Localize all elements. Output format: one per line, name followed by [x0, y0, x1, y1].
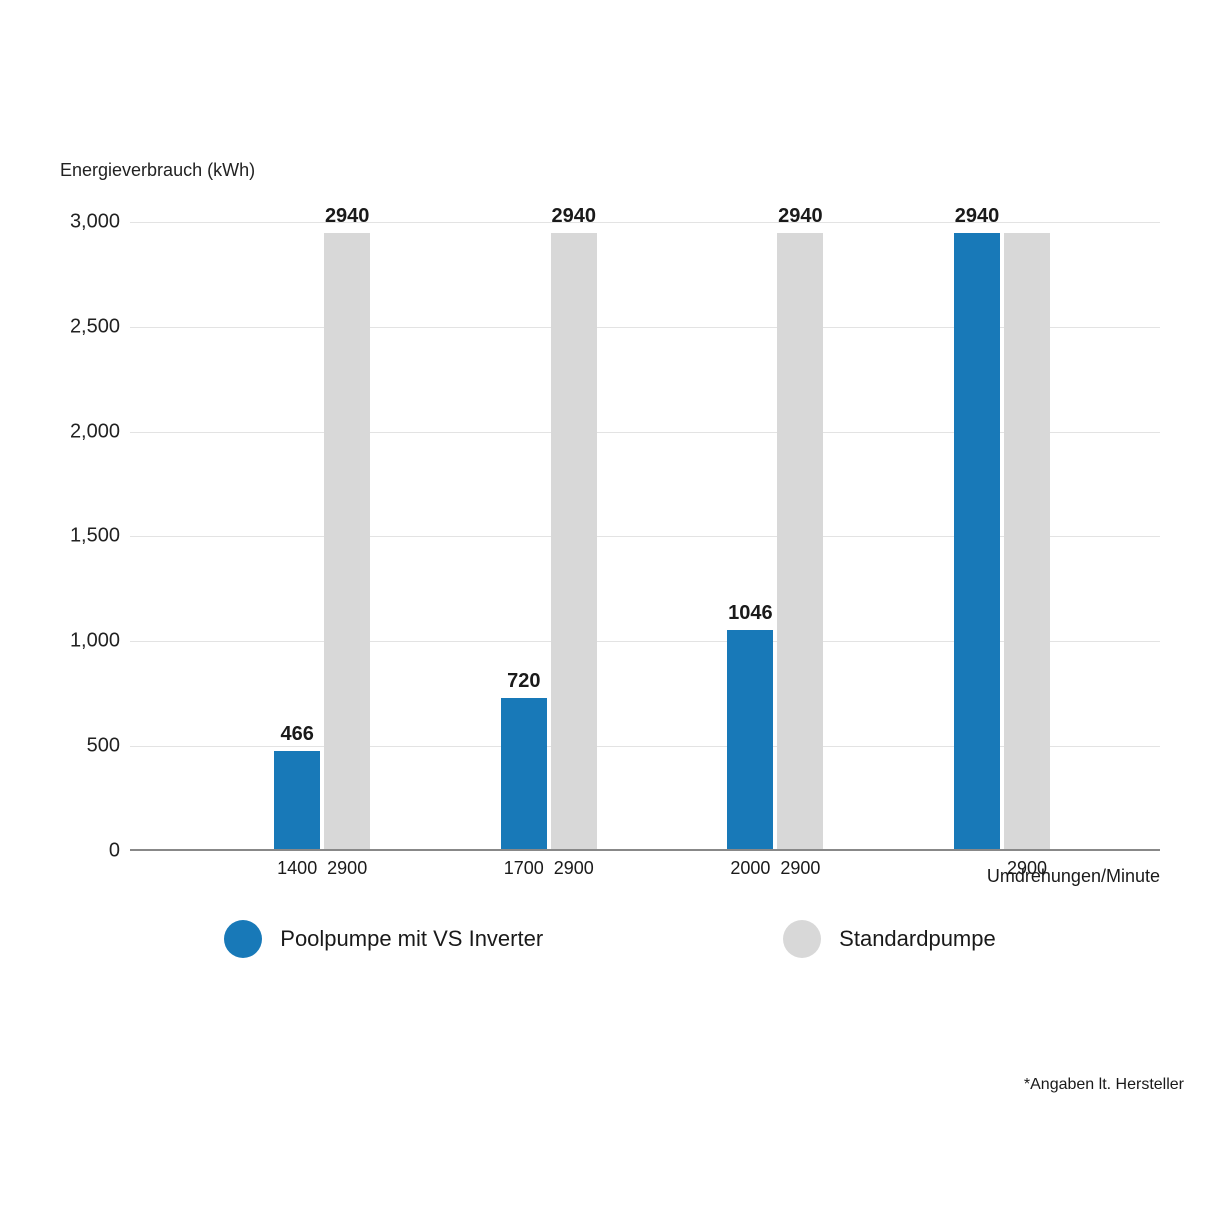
- inverter-bar: 2940: [954, 233, 1000, 849]
- bar-group: 720170029402900: [501, 233, 597, 849]
- bar-group: 29402900: [954, 233, 1050, 849]
- bar-x-label: 2900: [1007, 858, 1047, 879]
- y-tick-label: 500: [60, 735, 120, 758]
- y-tick-label: 0: [60, 840, 120, 863]
- y-tick-label: 1,500: [60, 525, 120, 548]
- inverter-bar: 4661400: [274, 751, 320, 849]
- bar-value-label: 2940: [955, 205, 1000, 228]
- bar-x-label: 1400: [277, 858, 317, 879]
- bar-group: 466140029402900: [274, 233, 370, 849]
- legend: Poolpumpe mit VS Inverter Standardpumpe: [60, 920, 1160, 958]
- bar-x-label: 1700: [504, 858, 544, 879]
- bar-value-label: 2940: [325, 205, 370, 228]
- legend-item: Standardpumpe: [783, 920, 996, 958]
- bar-value-label: 2940: [552, 205, 597, 228]
- standard-bar: 29402900: [324, 233, 370, 849]
- bar-value-label: 720: [507, 670, 540, 693]
- y-tick-label: 2,500: [60, 315, 120, 338]
- bar-x-label: 2900: [554, 858, 594, 879]
- legend-swatch: [224, 920, 262, 958]
- standard-bar: 29402900: [777, 233, 823, 849]
- bar-x-label: 2000: [730, 858, 770, 879]
- bar-value-label: 2940: [778, 205, 823, 228]
- standard-bar: 2900: [1004, 233, 1050, 849]
- bar-group: 1046200029402900: [727, 233, 823, 849]
- y-tick-label: 2,000: [60, 420, 120, 443]
- legend-label: Poolpumpe mit VS Inverter: [280, 926, 543, 952]
- bar-x-label: 2900: [780, 858, 820, 879]
- inverter-bar: 10462000: [727, 630, 773, 849]
- bar-value-label: 1046: [728, 602, 773, 625]
- energy-chart: Energieverbrauch (kWh) Umdrehungen/Minut…: [60, 160, 1160, 851]
- gridline: [130, 222, 1160, 223]
- plot-area: Umdrehungen/Minute 05001,0001,5002,0002,…: [130, 201, 1160, 851]
- bar-x-label: 2900: [327, 858, 367, 879]
- legend-swatch: [783, 920, 821, 958]
- y-axis-title: Energieverbrauch (kWh): [60, 160, 1160, 181]
- bar-value-label: 466: [281, 723, 314, 746]
- legend-item: Poolpumpe mit VS Inverter: [224, 920, 543, 958]
- y-tick-label: 3,000: [60, 210, 120, 233]
- standard-bar: 29402900: [551, 233, 597, 849]
- footnote: *Angaben lt. Hersteller: [1024, 1076, 1184, 1094]
- inverter-bar: 7201700: [501, 698, 547, 849]
- y-tick-label: 1,000: [60, 630, 120, 653]
- legend-label: Standardpumpe: [839, 926, 996, 952]
